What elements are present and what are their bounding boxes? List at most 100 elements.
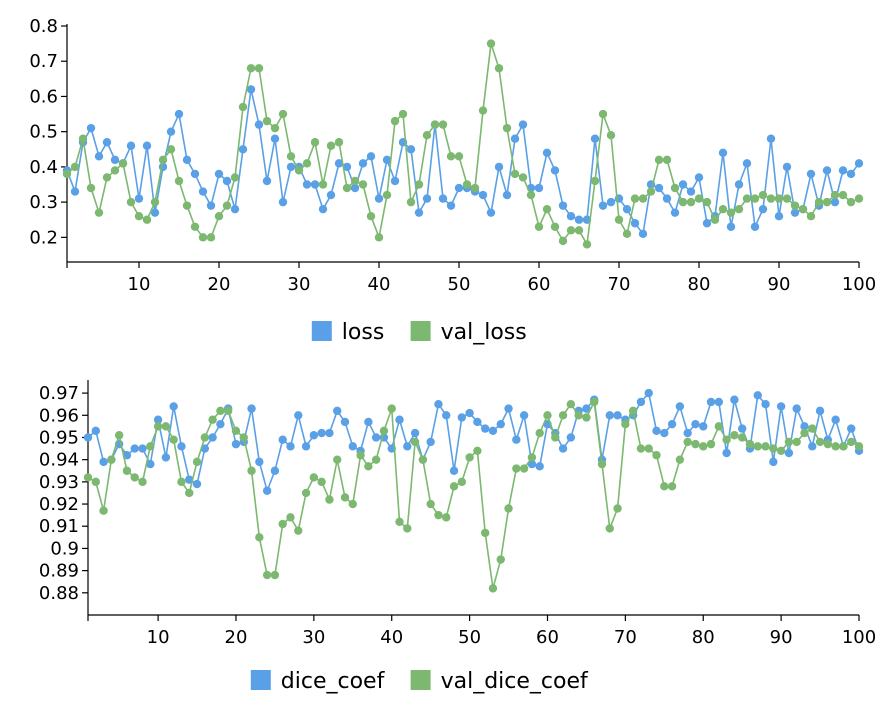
data-point-val_loss (526, 190, 536, 200)
data-point-dice_coef (675, 402, 685, 411)
data-point-loss (662, 194, 672, 203)
data-point-loss (230, 204, 240, 214)
data-point-dice_coef (177, 442, 186, 451)
data-point-val_loss (78, 134, 88, 143)
data-point-loss (454, 183, 464, 193)
data-point-val_loss (726, 208, 736, 217)
data-point-loss (302, 180, 312, 189)
legend-swatch-val_dice_coef (410, 670, 431, 690)
data-point-loss (94, 152, 104, 161)
data-point-val_loss (750, 194, 760, 203)
data-point-dice_coef (644, 388, 653, 398)
x-tick-label: 10 (128, 274, 151, 295)
data-point-dice_coef (122, 451, 132, 460)
data-point-val_loss (270, 123, 280, 133)
data-point-val_dice_coef (504, 504, 513, 513)
data-point-dice_coef (730, 395, 739, 404)
data-point-val_loss (238, 102, 248, 112)
data-point-dice_coef (776, 402, 786, 411)
data-point-val_dice_coef (333, 455, 342, 464)
y-tick-label: 0.94 (39, 450, 79, 471)
data-point-loss (766, 134, 776, 143)
data-point-val_loss (150, 197, 160, 207)
data-point-val_dice_coef (683, 437, 692, 447)
data-point-dice_coef (660, 428, 669, 438)
data-point-val_dice_coef (146, 442, 155, 451)
data-point-val_loss (662, 155, 672, 165)
data-point-val_loss (590, 176, 600, 186)
data-point-val_loss (302, 159, 312, 168)
data-point-dice_coef (800, 422, 809, 431)
data-point-val_dice_coef (628, 406, 638, 416)
plot-area (62, 39, 864, 249)
x-tick-label: 60 (536, 627, 559, 648)
data-point-val_loss (118, 159, 128, 168)
data-point-loss (758, 204, 768, 214)
data-point-val_dice_coef (660, 482, 669, 491)
data-point-loss (414, 208, 424, 217)
data-point-loss (654, 183, 664, 193)
data-point-val_dice_coef (574, 411, 583, 420)
data-point-val_loss (318, 180, 328, 189)
data-point-loss (550, 166, 560, 175)
data-point-loss (702, 219, 712, 228)
data-point-val_dice_coef (488, 584, 498, 593)
data-point-val_dice_coef (387, 404, 396, 413)
data-point-dice_coef (333, 406, 342, 416)
data-point-val_dice_coef (527, 453, 537, 462)
data-point-val_dice_coef (325, 495, 334, 504)
data-point-val_loss (854, 194, 864, 203)
data-point-val_dice_coef (784, 437, 794, 447)
data-point-val_loss (654, 155, 664, 165)
data-point-val_loss (510, 169, 520, 179)
x-tick-label: 20 (225, 627, 248, 648)
data-point-val_dice_coef (294, 526, 303, 535)
data-point-val_loss (534, 222, 544, 231)
data-point-dice_coef (169, 402, 178, 411)
data-point-loss (750, 222, 760, 231)
data-point-val_dice_coef (839, 442, 848, 451)
data-point-dice_coef (146, 459, 155, 469)
data-point-dice_coef (714, 397, 724, 407)
data-point-val_loss (790, 201, 800, 210)
data-point-loss (198, 187, 208, 196)
data-point-val_dice_coef (808, 424, 817, 433)
data-point-dice_coef (636, 397, 646, 407)
data-point-val_dice_coef (216, 406, 225, 416)
data-point-loss (358, 159, 368, 168)
data-point-loss (630, 219, 640, 228)
data-point-val_loss (246, 64, 256, 73)
y-tick-label: 0.93 (39, 472, 79, 493)
data-point-dice_coef (683, 428, 692, 438)
data-point-dice_coef (737, 424, 747, 433)
data-point-loss (518, 120, 528, 129)
data-point-dice_coef (722, 448, 731, 458)
data-point-val_loss (638, 194, 648, 203)
data-point-val_dice_coef (465, 453, 474, 462)
data-point-dice_coef (403, 442, 412, 451)
data-point-val_loss (262, 116, 272, 126)
data-point-val_loss (758, 190, 768, 200)
data-point-dice_coef (410, 428, 420, 438)
data-point-dice_coef (527, 459, 537, 469)
data-point-loss (342, 162, 352, 172)
data-point-val_dice_coef (130, 473, 139, 482)
data-point-loss (558, 201, 568, 210)
y-tick-label: 0.96 (39, 405, 79, 426)
data-point-val_loss (342, 183, 352, 193)
data-point-dice_coef (442, 411, 451, 420)
data-point-loss (478, 190, 488, 200)
x-tick-label: 80 (688, 274, 711, 295)
data-point-dice_coef (504, 404, 513, 413)
data-point-dice_coef (512, 435, 521, 444)
data-point-val_dice_coef (706, 439, 716, 449)
data-point-loss (774, 212, 784, 221)
data-point-val_loss (798, 204, 808, 214)
data-point-loss (334, 159, 344, 168)
y-tick-label: 0.2 (29, 227, 58, 248)
data-point-val_loss (734, 204, 744, 214)
data-point-loss (838, 166, 848, 175)
data-point-val_dice_coef (667, 482, 677, 491)
data-point-dice_coef (815, 406, 825, 416)
x-tick-label: 100 (842, 274, 876, 295)
